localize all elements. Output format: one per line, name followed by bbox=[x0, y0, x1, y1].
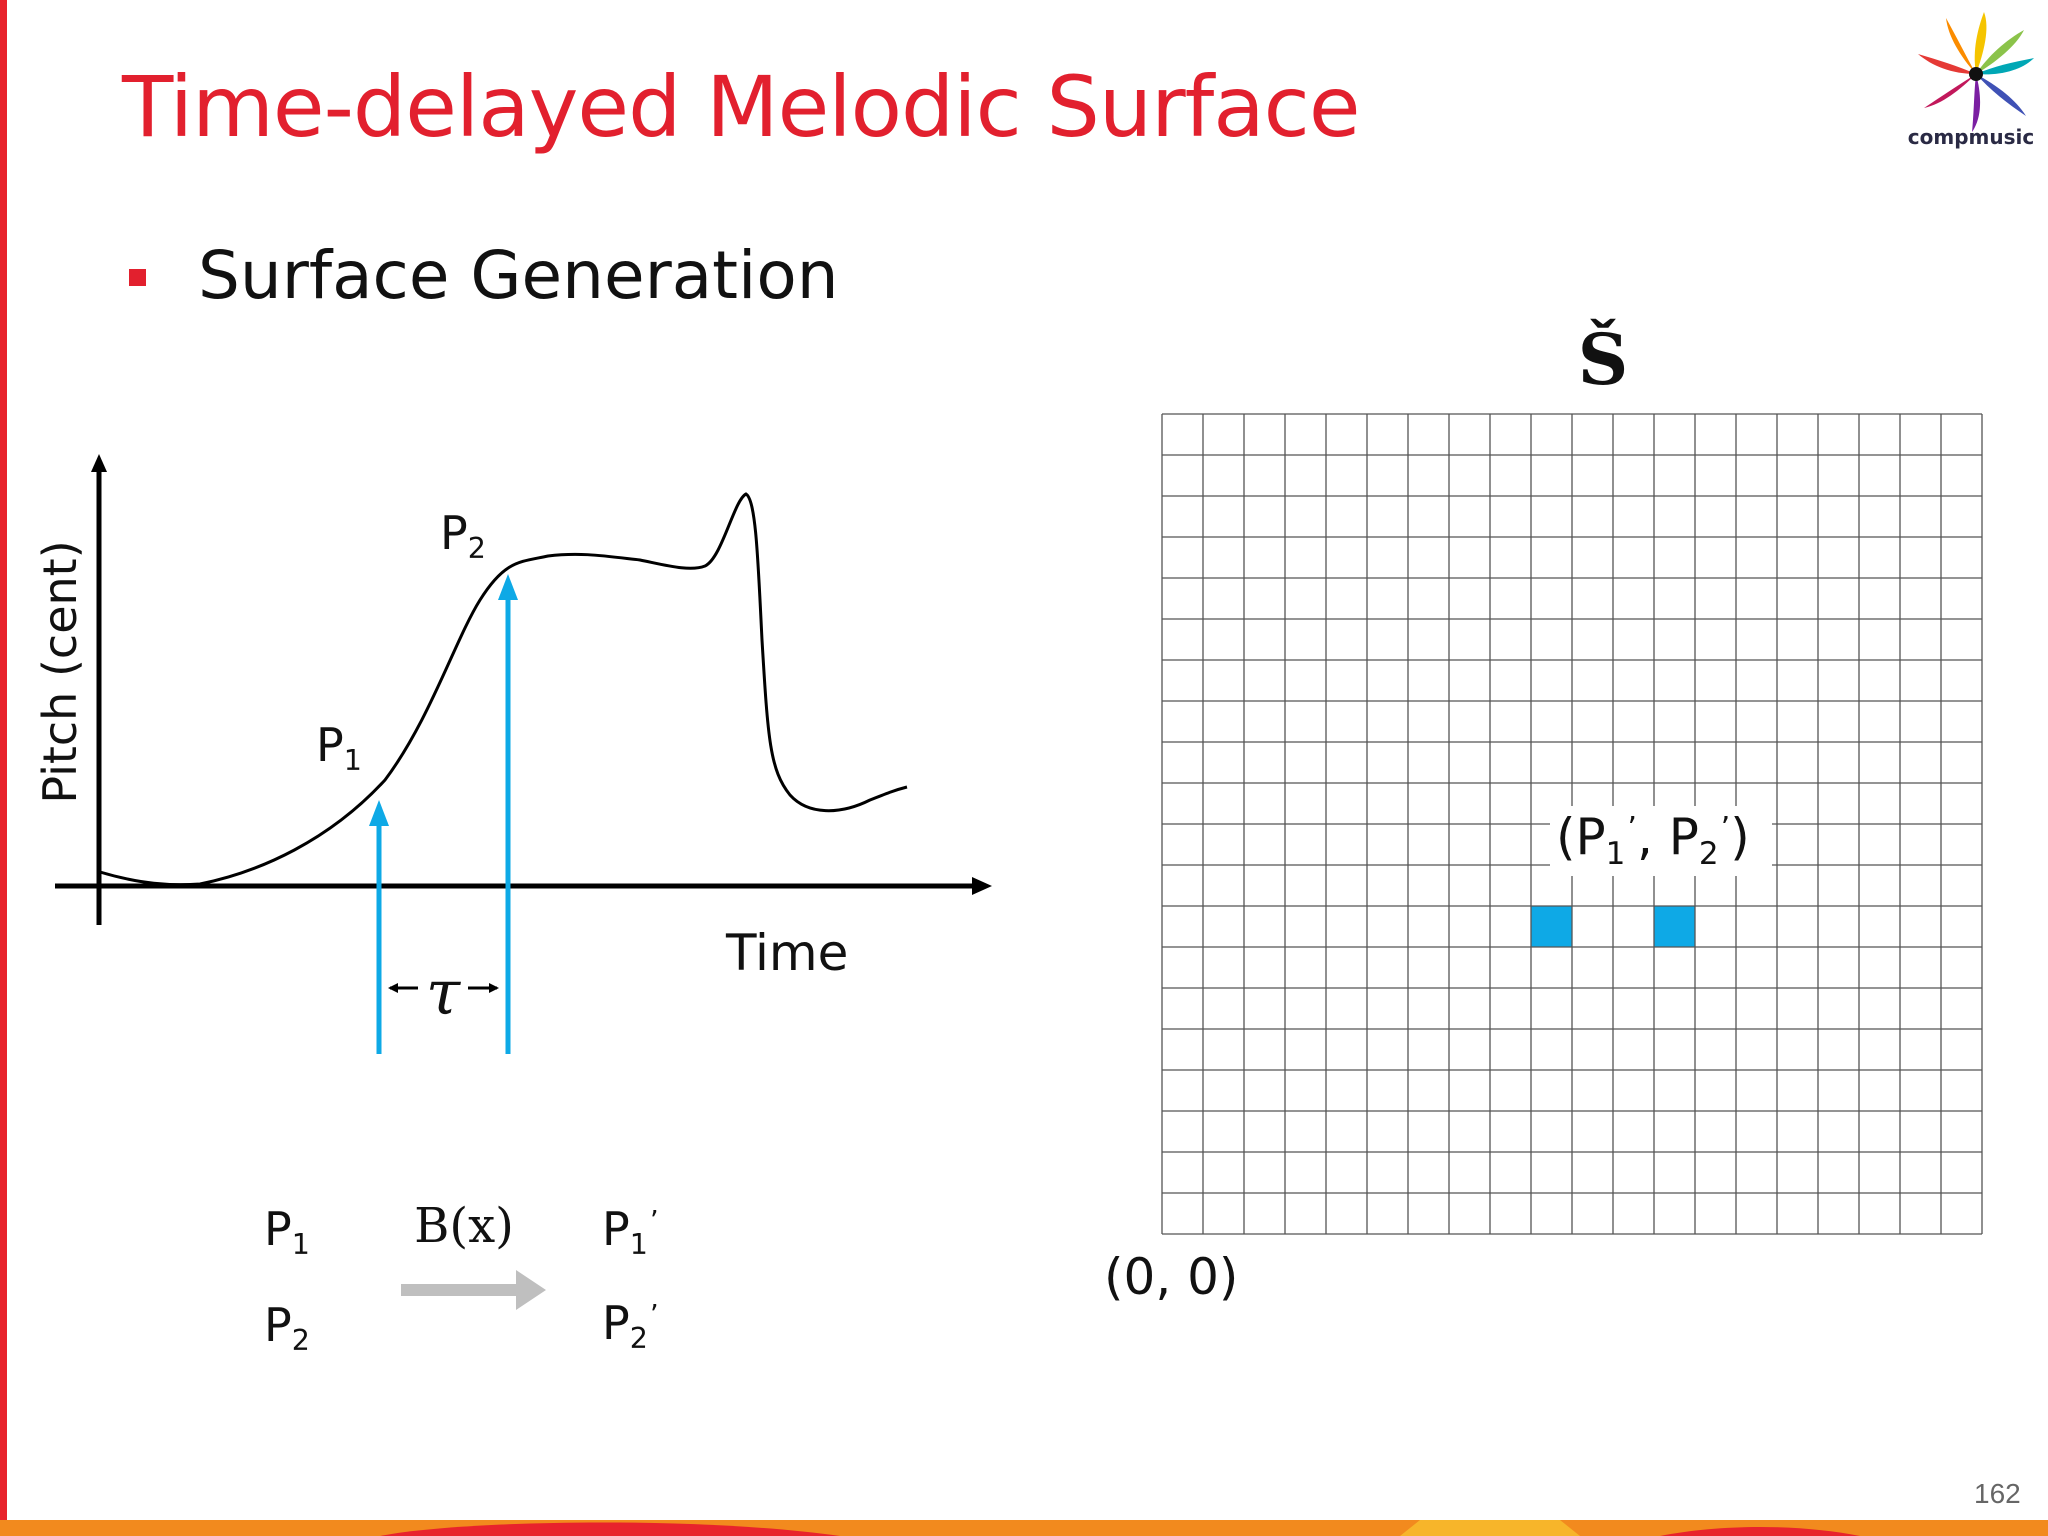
surface-label: Š bbox=[1577, 318, 1629, 401]
input-p2: P2 bbox=[264, 1298, 310, 1358]
output-p1-prime: P1’ bbox=[602, 1202, 659, 1262]
highlighted-cell-1 bbox=[1531, 906, 1572, 947]
page-number: 162 bbox=[1974, 1478, 2021, 1509]
p2-label: P2 bbox=[440, 506, 486, 566]
slide-title: Time-delayed Melodic Surface bbox=[122, 58, 1361, 156]
output-p2-prime: P2’ bbox=[602, 1296, 659, 1356]
transform-function-label: B(x) bbox=[414, 1198, 514, 1254]
surface-point-label: (P1’, P2’) bbox=[1556, 808, 1750, 872]
pair-label-background bbox=[1550, 806, 1772, 876]
logo-text: compmusic bbox=[1907, 125, 2035, 149]
bottom-decorative-band bbox=[0, 1520, 2048, 1536]
p1-sample-arrowhead bbox=[369, 800, 389, 826]
pitch-contour bbox=[99, 492, 908, 887]
left-accent-bar bbox=[0, 0, 7, 1536]
bullet-marker bbox=[129, 269, 146, 286]
x-axis-arrowhead bbox=[972, 877, 992, 895]
origin-label: (0, 0) bbox=[1104, 1248, 1239, 1306]
y-axis-arrowhead bbox=[91, 454, 107, 472]
x-axis-label: Time bbox=[726, 924, 849, 982]
input-p1: P1 bbox=[264, 1202, 310, 1262]
bullet-text: Surface Generation bbox=[198, 237, 839, 314]
p2-sample-arrowhead bbox=[498, 574, 518, 600]
compmusic-logo-icon bbox=[1918, 12, 2034, 132]
highlighted-cell-2 bbox=[1654, 906, 1695, 947]
p1-label: P1 bbox=[316, 718, 362, 778]
tau-label: τ bbox=[425, 956, 461, 1029]
transform-arrowhead bbox=[516, 1270, 546, 1310]
transform-arrow bbox=[401, 1284, 519, 1296]
